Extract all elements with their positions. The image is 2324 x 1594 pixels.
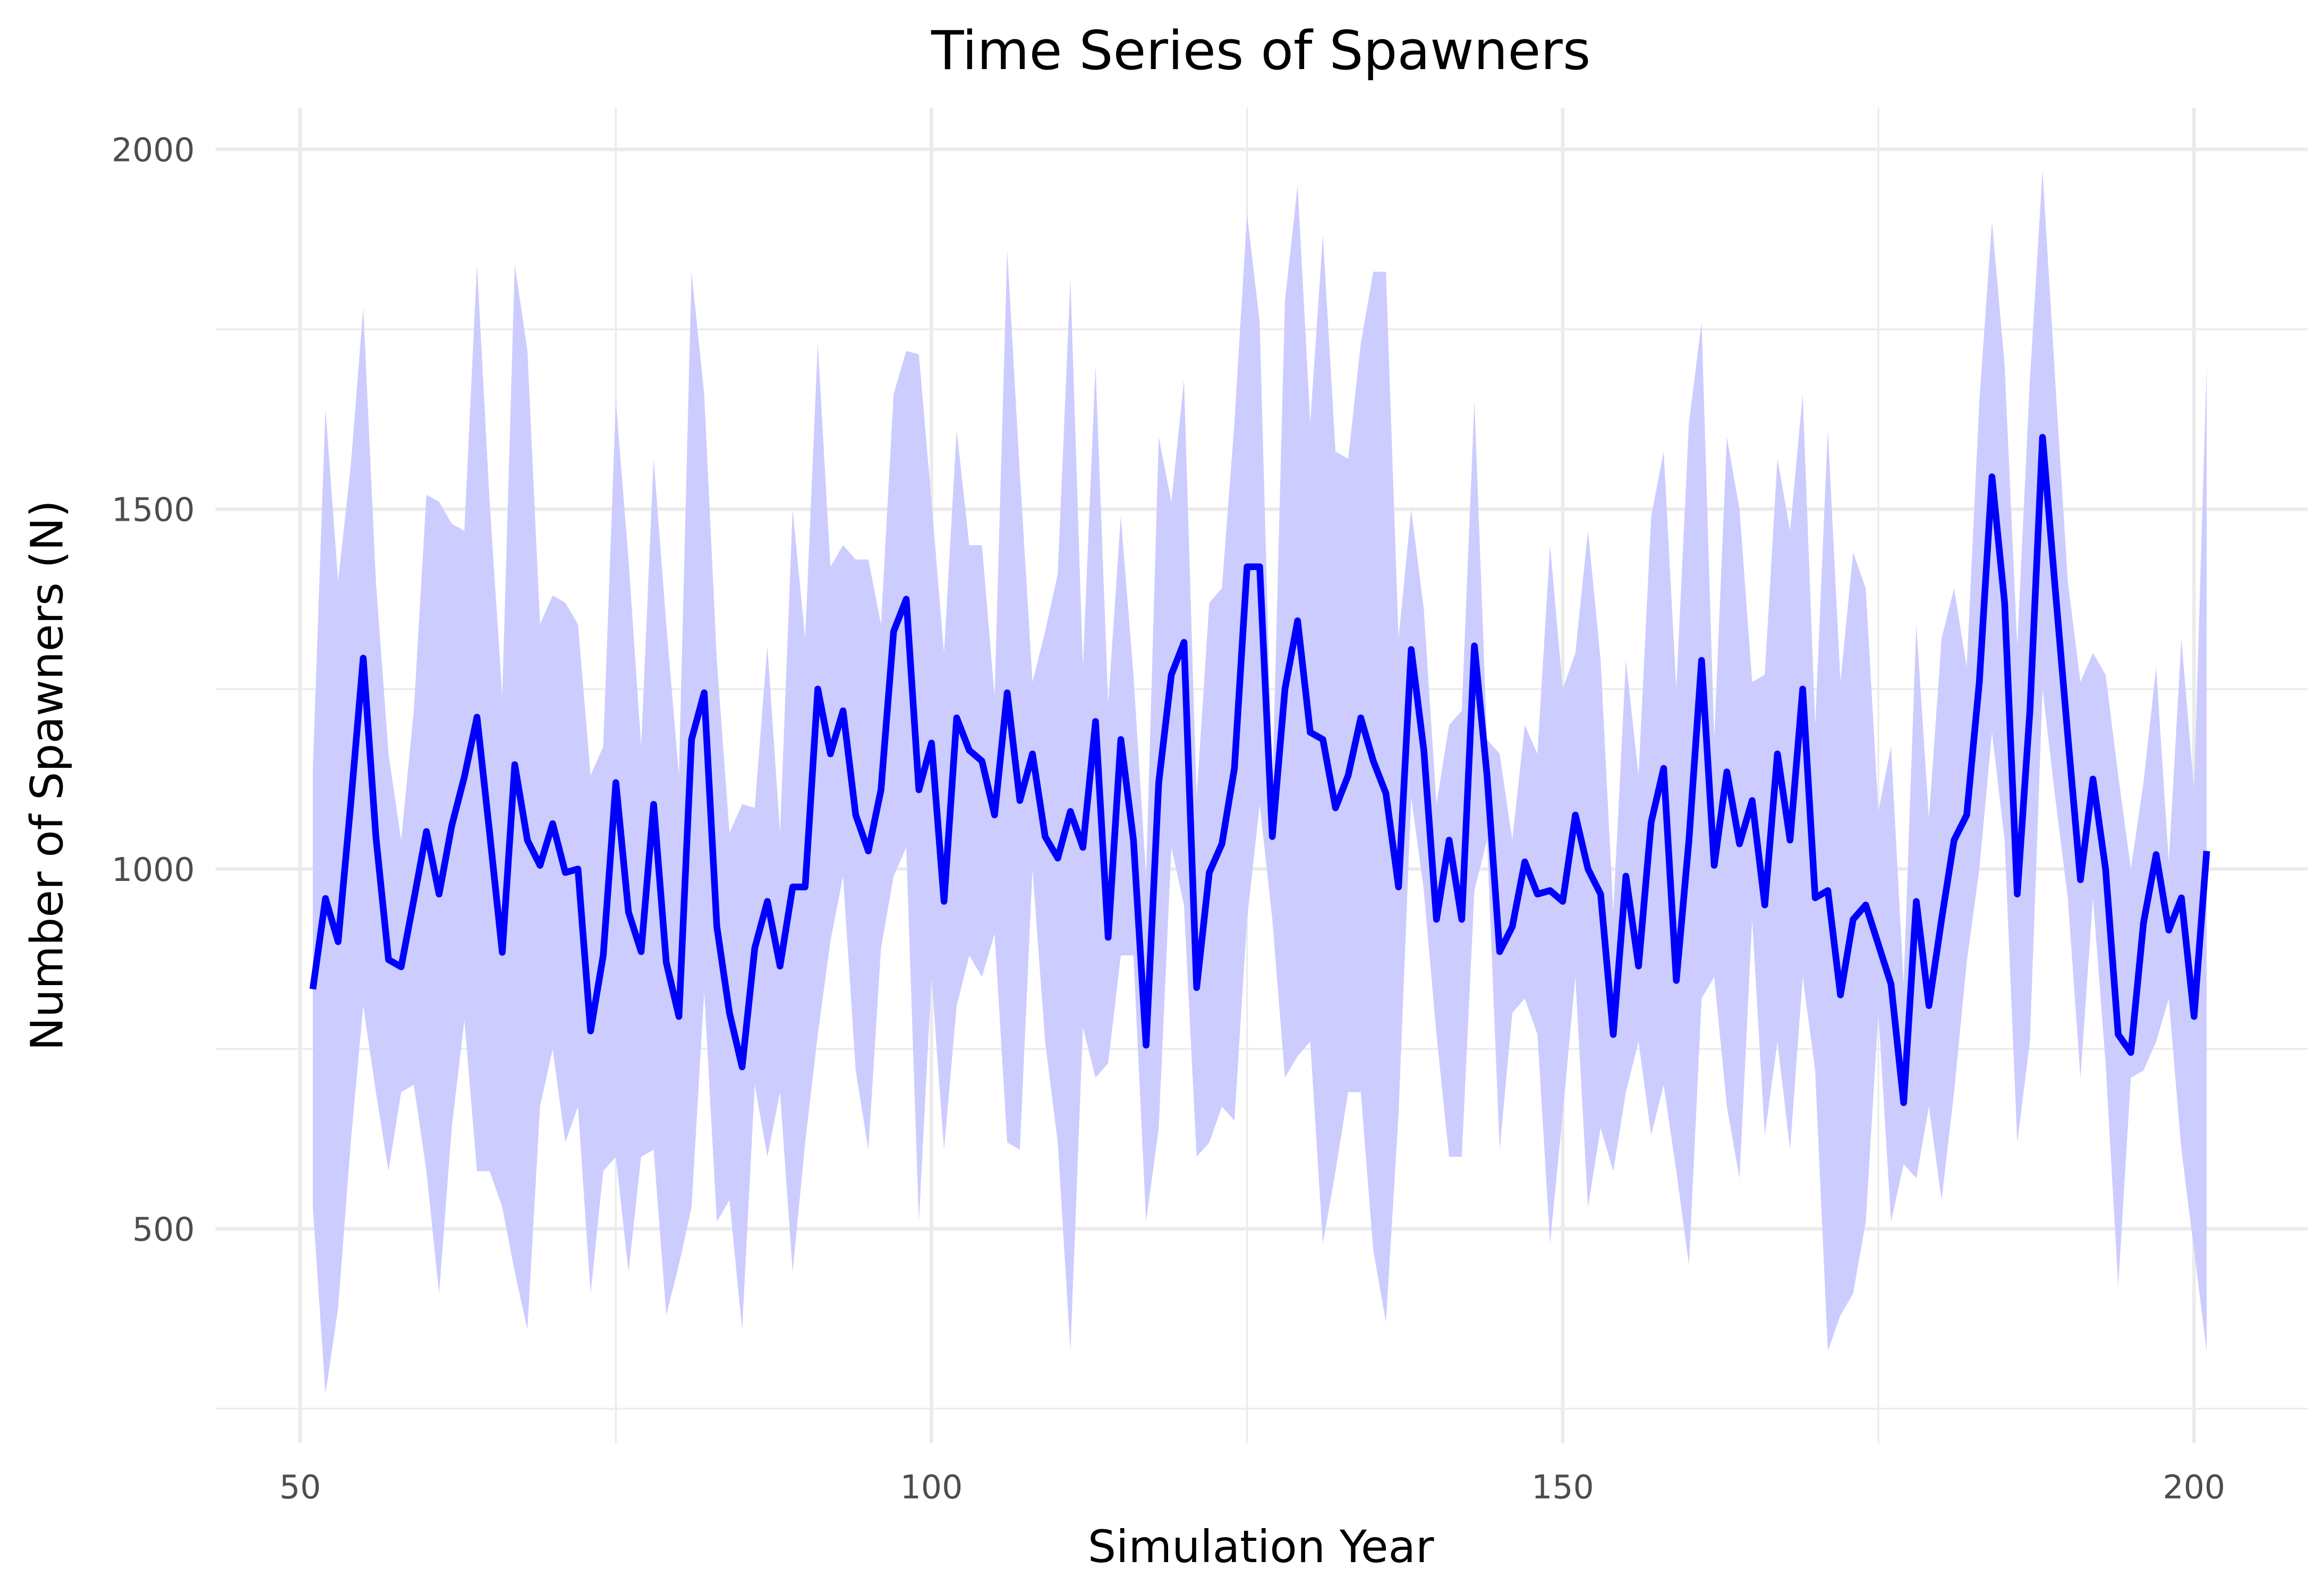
- confidence-ribbon: [312, 171, 2207, 1395]
- tick-labels: 500 1000 1500 2000 50 100 150 200: [112, 131, 2225, 1506]
- chart-title: Time Series of Spawners: [931, 19, 1590, 82]
- mean-line: [309, 434, 2210, 1106]
- x-axis-title: Simulation Year: [1088, 1521, 1434, 1573]
- y-tick-label: 1500: [112, 491, 195, 529]
- y-tick-label: 500: [132, 1210, 195, 1249]
- x-tick-label: 50: [279, 1468, 321, 1506]
- x-tick-label: 200: [2163, 1468, 2226, 1506]
- x-tick-label: 150: [1531, 1468, 1594, 1506]
- x-tick-label: 100: [900, 1468, 963, 1506]
- mean-points: [312, 437, 2207, 1103]
- y-tick-label: 2000: [112, 131, 195, 169]
- y-axis-title: Number of Spawners (N): [21, 500, 73, 1051]
- y-tick-label: 1000: [112, 851, 195, 889]
